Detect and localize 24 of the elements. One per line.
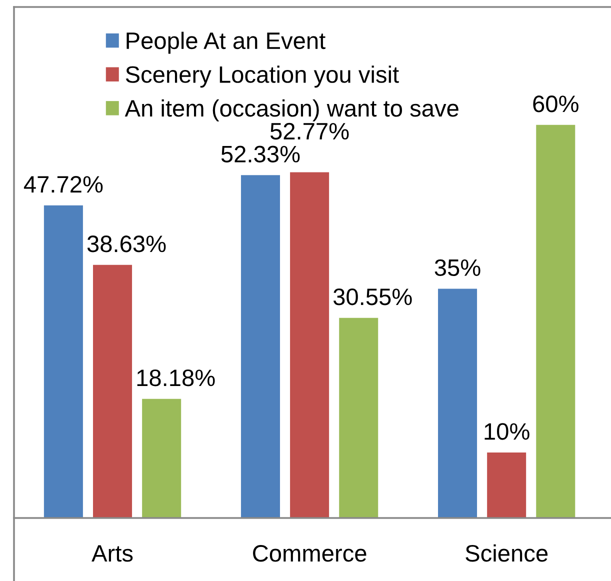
data-label: 10%	[484, 423, 530, 440]
data-label: 47.72%	[24, 176, 103, 193]
bar	[44, 205, 83, 518]
data-label: 52.77%	[270, 122, 349, 140]
data-label: 18.18%	[137, 370, 215, 386]
data-label: 38.63%	[87, 236, 166, 252]
bar	[142, 398, 182, 518]
x-tick-label: Arts	[92, 545, 133, 562]
bar	[487, 452, 526, 518]
x-tick-label: Commerce	[253, 545, 366, 562]
legend-label: An item (occasion) want to save	[124, 99, 458, 122]
legend-label: Scenery Location you visit	[126, 66, 399, 88]
bar	[290, 172, 330, 518]
bar	[438, 288, 478, 518]
data-label: 52.33%	[221, 146, 300, 163]
data-label: 30.55%	[333, 288, 412, 306]
bar	[93, 264, 132, 518]
bar	[339, 318, 378, 518]
legend-label: People At an Event	[126, 32, 326, 54]
bar	[536, 124, 576, 518]
x-tick-label: Science	[466, 544, 548, 562]
bar	[240, 175, 280, 518]
data-label: 35%	[434, 259, 480, 276]
data-label: 60%	[533, 96, 578, 112]
